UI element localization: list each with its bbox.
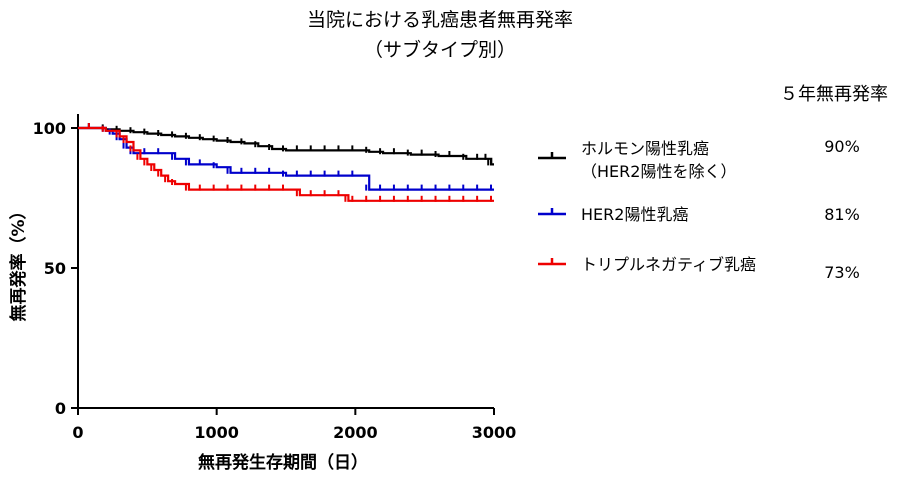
x-axis-label: 無再発生存期間（日） [198, 452, 368, 473]
x-tick-label: 0 [72, 423, 83, 442]
x-tick-label: 3000 [472, 423, 517, 442]
series-3 [78, 123, 494, 202]
chart-title: 当院における乳癌患者無再発率 [307, 9, 573, 31]
series-line [78, 126, 494, 166]
legend-header: ５年無再発率 [780, 84, 888, 105]
y-tick-label: 0 [55, 399, 66, 418]
legend-label: HER2陽性乳癌 [581, 205, 688, 224]
x-tick-label: 1000 [194, 423, 239, 442]
series-1 [78, 123, 494, 166]
legend-label: トリプルネガティブ乳癌 [581, 255, 756, 274]
chart-subtitle: （サブタイプ別） [364, 38, 516, 61]
five-year-rate-value: 90% [824, 137, 860, 156]
legend-label: ホルモン陽性乳癌 [581, 139, 709, 158]
y-tick-label: 100 [33, 119, 66, 138]
x-tick-label: 2000 [333, 423, 378, 442]
five-year-rate-value: 81% [824, 205, 860, 224]
y-axis-label: 無再発率（%） [8, 202, 29, 321]
five-year-rate-value: 73% [824, 263, 860, 282]
series-line [78, 126, 494, 202]
legend-label-line2: （HER2陽性を除く） [581, 162, 736, 181]
y-tick-label: 50 [44, 259, 66, 278]
